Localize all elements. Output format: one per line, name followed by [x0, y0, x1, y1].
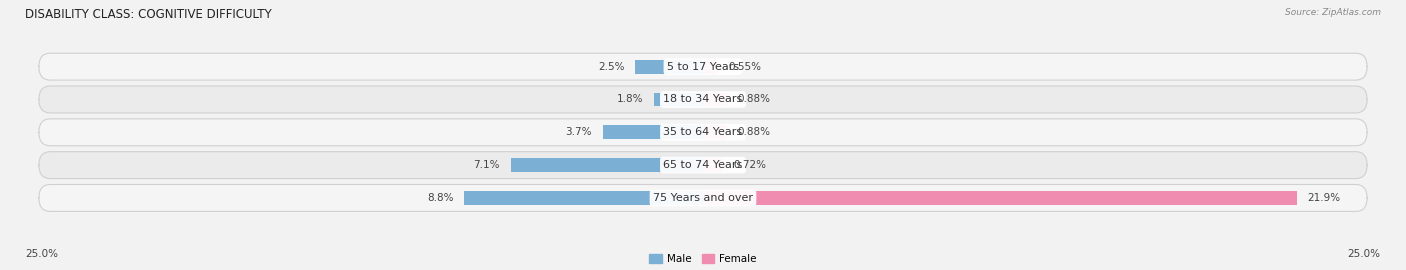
- FancyBboxPatch shape: [39, 119, 1367, 146]
- Bar: [703, 93, 727, 106]
- Text: 35 to 64 Years: 35 to 64 Years: [664, 127, 742, 137]
- Text: 75 Years and over: 75 Years and over: [652, 193, 754, 203]
- Text: 2.5%: 2.5%: [598, 62, 624, 72]
- Text: 8.8%: 8.8%: [427, 193, 454, 203]
- Bar: [703, 191, 1296, 205]
- Bar: [603, 125, 703, 139]
- FancyBboxPatch shape: [39, 53, 1367, 80]
- Bar: [703, 125, 727, 139]
- Text: DISABILITY CLASS: COGNITIVE DIFFICULTY: DISABILITY CLASS: COGNITIVE DIFFICULTY: [25, 8, 271, 21]
- Text: 18 to 34 Years: 18 to 34 Years: [664, 94, 742, 104]
- Bar: [510, 158, 703, 172]
- Text: 3.7%: 3.7%: [565, 127, 592, 137]
- Bar: [703, 158, 723, 172]
- Text: 1.8%: 1.8%: [617, 94, 644, 104]
- Text: 5 to 17 Years: 5 to 17 Years: [666, 62, 740, 72]
- Text: 0.72%: 0.72%: [734, 160, 766, 170]
- Legend: Male, Female: Male, Female: [650, 254, 756, 264]
- Bar: [703, 60, 718, 73]
- Text: 0.55%: 0.55%: [728, 62, 762, 72]
- Text: 0.88%: 0.88%: [738, 127, 770, 137]
- Text: Source: ZipAtlas.com: Source: ZipAtlas.com: [1285, 8, 1381, 17]
- FancyBboxPatch shape: [39, 152, 1367, 178]
- FancyBboxPatch shape: [39, 86, 1367, 113]
- FancyBboxPatch shape: [39, 184, 1367, 211]
- Text: 0.88%: 0.88%: [738, 94, 770, 104]
- Text: 7.1%: 7.1%: [474, 160, 499, 170]
- Text: 25.0%: 25.0%: [25, 249, 58, 259]
- Bar: [636, 60, 703, 73]
- Bar: [464, 191, 703, 205]
- Text: 65 to 74 Years: 65 to 74 Years: [664, 160, 742, 170]
- Text: 21.9%: 21.9%: [1308, 193, 1341, 203]
- Text: 25.0%: 25.0%: [1348, 249, 1381, 259]
- Bar: [654, 93, 703, 106]
